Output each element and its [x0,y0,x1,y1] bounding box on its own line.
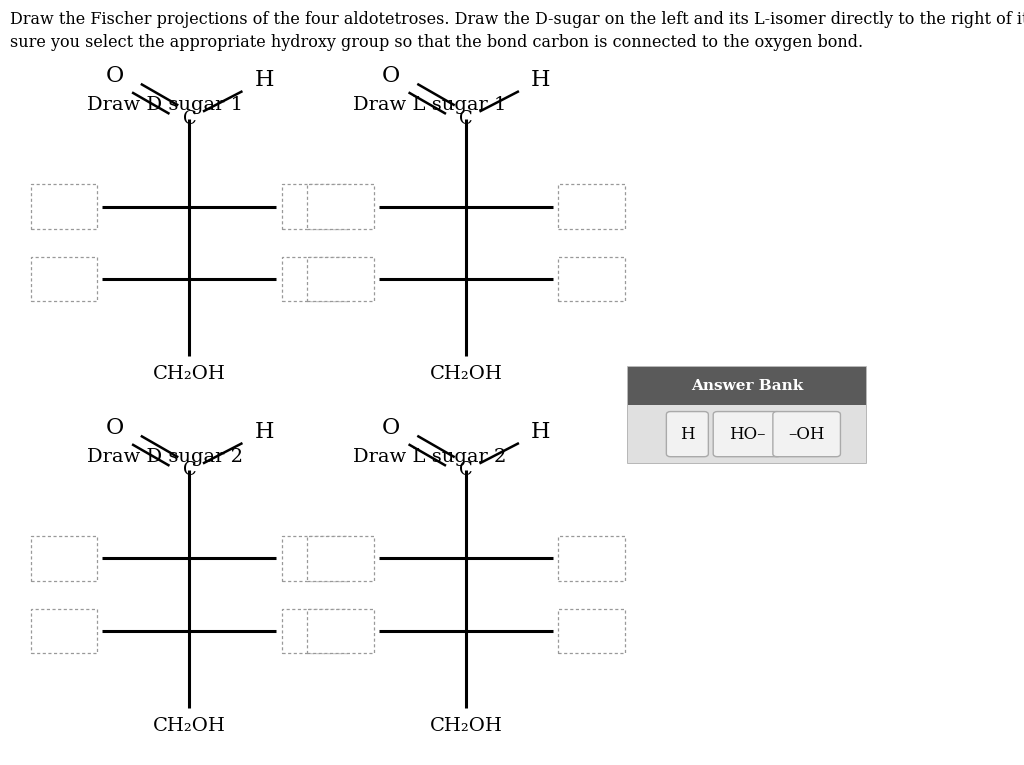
Text: O: O [105,66,124,87]
FancyBboxPatch shape [307,184,374,229]
Text: CH₂OH: CH₂OH [153,717,226,735]
FancyBboxPatch shape [773,412,841,457]
Text: –OH: –OH [788,425,825,443]
Text: H: H [530,422,551,443]
FancyBboxPatch shape [282,536,348,581]
Text: C: C [182,109,197,128]
FancyBboxPatch shape [628,367,866,463]
FancyBboxPatch shape [558,184,625,229]
Text: O: O [382,66,400,87]
Text: HO–: HO– [729,425,765,443]
FancyBboxPatch shape [282,257,348,301]
FancyBboxPatch shape [667,412,709,457]
FancyBboxPatch shape [558,609,625,653]
FancyBboxPatch shape [558,257,625,301]
Text: O: O [105,418,124,439]
FancyBboxPatch shape [307,257,374,301]
FancyBboxPatch shape [628,367,866,405]
Text: Draw L sugar 1: Draw L sugar 1 [353,96,507,114]
FancyBboxPatch shape [713,412,780,457]
Text: Draw L sugar 2: Draw L sugar 2 [353,448,507,466]
Text: Draw the Fischer projections of the four aldotetroses. Draw the D-sugar on the l: Draw the Fischer projections of the four… [10,11,1024,28]
Text: H: H [254,70,274,91]
Text: Answer Bank: Answer Bank [691,379,803,393]
FancyBboxPatch shape [307,609,374,653]
Text: H: H [254,422,274,443]
FancyBboxPatch shape [558,536,625,581]
FancyBboxPatch shape [31,609,97,653]
FancyBboxPatch shape [282,609,348,653]
Text: Draw D sugar 1: Draw D sugar 1 [87,96,243,114]
Text: H: H [680,425,694,443]
FancyBboxPatch shape [31,257,97,301]
Text: C: C [182,461,197,480]
Text: H: H [530,70,551,91]
FancyBboxPatch shape [307,536,374,581]
FancyBboxPatch shape [31,184,97,229]
FancyBboxPatch shape [282,184,348,229]
FancyBboxPatch shape [31,536,97,581]
Text: C: C [459,109,473,128]
Text: C: C [459,461,473,480]
Text: sure you select the appropriate hydroxy group so that the bond carbon is connect: sure you select the appropriate hydroxy … [10,34,863,50]
Text: CH₂OH: CH₂OH [429,365,503,383]
FancyBboxPatch shape [628,405,866,463]
Text: O: O [382,418,400,439]
Text: Draw D sugar 2: Draw D sugar 2 [87,448,243,466]
Text: CH₂OH: CH₂OH [153,365,226,383]
Text: CH₂OH: CH₂OH [429,717,503,735]
